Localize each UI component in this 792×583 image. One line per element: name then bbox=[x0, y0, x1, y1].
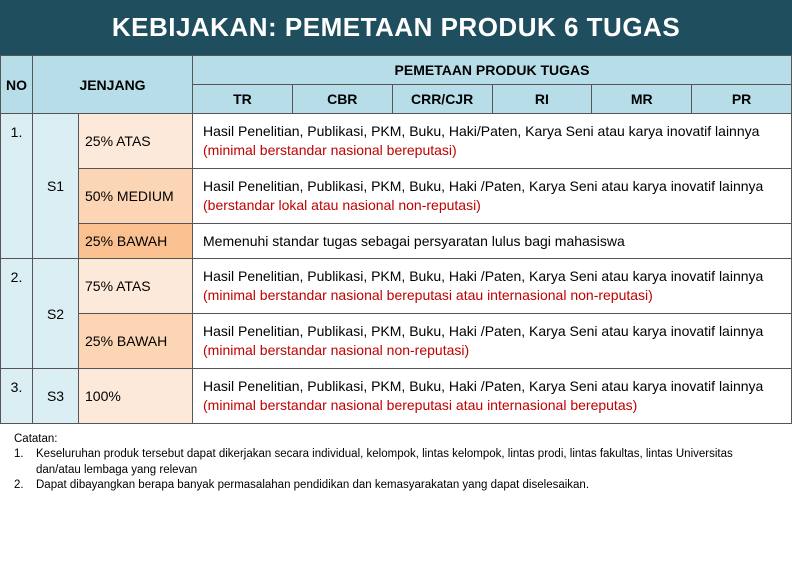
desc-highlight: (minimal berstandar nasional bereputasi … bbox=[203, 287, 653, 303]
desc-cell: Memenuhi standar tugas sebagai persyarat… bbox=[193, 223, 792, 259]
col-jenjang: JENJANG bbox=[33, 56, 193, 114]
notes-item: 1. Keseluruhan produk tersebut dapat dik… bbox=[14, 447, 778, 478]
desc-cell: Hasil Penelitian, Publikasi, PKM, Buku, … bbox=[193, 114, 792, 169]
col-mr: MR bbox=[592, 85, 692, 114]
desc-text: Memenuhi standar tugas sebagai persyarat… bbox=[203, 233, 625, 249]
desc-cell: Hasil Penelitian, Publikasi, PKM, Buku, … bbox=[193, 259, 792, 314]
desc-text: Hasil Penelitian, Publikasi, PKM, Buku, … bbox=[203, 323, 763, 339]
desc-highlight: (berstandar lokal atau nasional non-repu… bbox=[203, 197, 481, 213]
desc-cell: Hasil Penelitian, Publikasi, PKM, Buku, … bbox=[193, 369, 792, 424]
band-cell: 25% ATAS bbox=[79, 114, 193, 169]
col-tr: TR bbox=[193, 85, 293, 114]
desc-highlight: (minimal berstandar nasional bereputasi … bbox=[203, 397, 637, 413]
table-row: 25% BAWAH Hasil Penelitian, Publikasi, P… bbox=[1, 314, 792, 369]
main-table: NO JENJANG PEMETAAN PRODUK TUGAS TR CBR … bbox=[0, 55, 792, 424]
table-row: 25% BAWAH Memenuhi standar tugas sebagai… bbox=[1, 223, 792, 259]
notes-block: Catatan: 1. Keseluruhan produk tersebut … bbox=[0, 424, 792, 498]
jenjang-cell: S2 bbox=[33, 259, 79, 369]
band-cell: 25% BAWAH bbox=[79, 223, 193, 259]
col-cbr: CBR bbox=[292, 85, 392, 114]
col-no: NO bbox=[1, 56, 33, 114]
notes-text: Keseluruhan produk tersebut dapat dikerj… bbox=[36, 447, 778, 478]
notes-title: Catatan: bbox=[14, 432, 778, 448]
no-cell: 1. bbox=[1, 114, 33, 259]
desc-text: Hasil Penelitian, Publikasi, PKM, Buku, … bbox=[203, 178, 763, 194]
band-cell: 100% bbox=[79, 369, 193, 424]
band-cell: 50% MEDIUM bbox=[79, 168, 193, 223]
col-group: PEMETAAN PRODUK TUGAS bbox=[193, 56, 792, 85]
col-crr: CRR/CJR bbox=[392, 85, 492, 114]
desc-text: Hasil Penelitian, Publikasi, PKM, Buku, … bbox=[203, 378, 763, 394]
notes-num: 1. bbox=[14, 447, 36, 478]
desc-highlight: (minimal berstandar nasional bereputasi) bbox=[203, 142, 457, 158]
notes-text: Dapat dibayangkan berapa banyak permasal… bbox=[36, 478, 589, 494]
jenjang-cell: S1 bbox=[33, 114, 79, 259]
desc-cell: Hasil Penelitian, Publikasi, PKM, Buku, … bbox=[193, 314, 792, 369]
desc-text: Hasil Penelitian, Publikasi, PKM, Buku, … bbox=[203, 268, 763, 284]
col-ri: RI bbox=[492, 85, 592, 114]
page-title: KEBIJAKAN: PEMETAAN PRODUK 6 TUGAS bbox=[0, 0, 792, 55]
band-cell: 75% ATAS bbox=[79, 259, 193, 314]
desc-highlight: (minimal berstandar nasional non-reputas… bbox=[203, 342, 469, 358]
no-cell: 3. bbox=[1, 369, 33, 424]
no-cell: 2. bbox=[1, 259, 33, 369]
notes-num: 2. bbox=[14, 478, 36, 494]
table-row: 2. S2 75% ATAS Hasil Penelitian, Publika… bbox=[1, 259, 792, 314]
desc-text: Hasil Penelitian, Publikasi, PKM, Buku, … bbox=[203, 123, 759, 139]
col-pr: PR bbox=[692, 85, 792, 114]
band-cell: 25% BAWAH bbox=[79, 314, 193, 369]
table-row: 1. S1 25% ATAS Hasil Penelitian, Publika… bbox=[1, 114, 792, 169]
jenjang-cell: S3 bbox=[33, 369, 79, 424]
table-row: 50% MEDIUM Hasil Penelitian, Publikasi, … bbox=[1, 168, 792, 223]
table-row: 3. S3 100% Hasil Penelitian, Publikasi, … bbox=[1, 369, 792, 424]
notes-item: 2. Dapat dibayangkan berapa banyak perma… bbox=[14, 478, 778, 494]
desc-cell: Hasil Penelitian, Publikasi, PKM, Buku, … bbox=[193, 168, 792, 223]
